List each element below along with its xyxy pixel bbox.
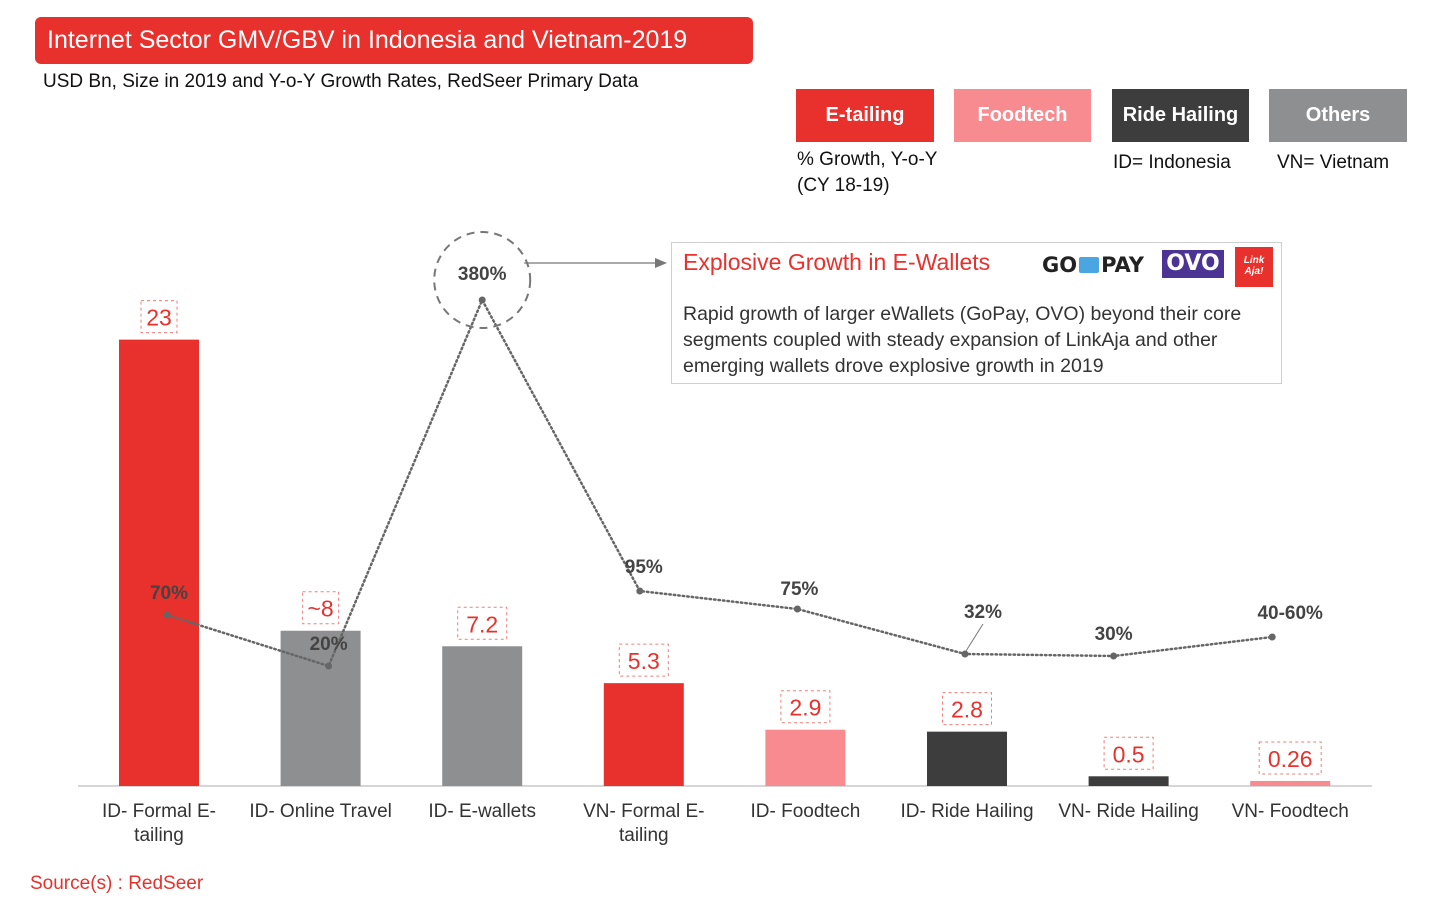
category-label-vn-formal-e-tailing-1: VN- Formal E- <box>583 801 704 822</box>
category-label-id-formal-e-tailing-1: ID- Formal E- <box>102 801 216 822</box>
legend-foodtech: Foodtech <box>954 89 1091 142</box>
value-label-id-formal-e-tailing: 23 <box>146 305 172 331</box>
growth-point-id-formal-e-tailing <box>163 611 171 619</box>
growth-note-line1: % Growth, Y-o-Y <box>797 149 938 170</box>
chart-subtitle: USD Bn, Size in 2019 and Y-o-Y Growth Ra… <box>43 71 639 92</box>
value-label-box-id-online-travel <box>302 591 340 625</box>
growth-label-id-formal-e-tailing: 70% <box>150 583 188 604</box>
value-label-id-online-travel: ~8 <box>307 596 333 622</box>
growth-label-vn-foodtech: 40-60% <box>1257 603 1323 624</box>
value-label-box-id-formal-e-tailing <box>140 300 178 334</box>
category-label-id-ride-hailing-1: ID- Ride Hailing <box>900 801 1033 822</box>
category-label-vn-foodtech-1: VN- Foodtech <box>1232 801 1349 822</box>
gopay-logo-left: GO <box>1042 253 1078 277</box>
legend-etailing: E-tailing <box>796 89 934 142</box>
chart-title: Internet Sector GMV/GBV in Indonesia and… <box>35 17 753 64</box>
legend-ride-hailing: Ride Hailing <box>1112 89 1249 142</box>
category-label-vn-ride-hailing-1: VN- Ride Hailing <box>1058 801 1198 822</box>
callout-arrow-head <box>655 258 667 268</box>
ewallet-callout: Explosive Growth in E-Wallets GO PAY OVO … <box>671 242 1282 384</box>
growth-label-id-foodtech: 75% <box>780 579 818 600</box>
growth-note-line2: (CY 18-19) <box>797 175 890 196</box>
gopay-logo-right: PAY <box>1101 253 1145 277</box>
growth-label-id-online-travel: 20% <box>310 634 348 655</box>
growth-label-vn-ride-hailing: 30% <box>1095 624 1133 645</box>
value-label-box-id-ride-hailing <box>942 692 992 726</box>
growth-point-id-e-wallets <box>478 296 486 304</box>
growth-leader-line <box>965 623 984 652</box>
highlight-circle <box>433 231 532 329</box>
bar-id-formal-e-tailing <box>119 339 199 786</box>
linkaja-logo: Link Aja! <box>1235 247 1273 287</box>
bar-vn-ride-hailing <box>1088 776 1169 786</box>
growth-point-id-online-travel <box>325 662 333 670</box>
value-label-box-vn-foodtech <box>1258 741 1322 775</box>
value-label-id-foodtech: 2.9 <box>789 695 821 721</box>
bar-id-online-travel <box>280 630 361 786</box>
linkaja-logo-line2: Aja! <box>1244 266 1264 277</box>
category-label-vn-formal-e-tailing-2: tailing <box>619 825 669 846</box>
source-note: Source(s) : RedSeer <box>30 873 204 894</box>
value-label-box-vn-ride-hailing <box>1103 736 1154 770</box>
callout-title: Explosive Growth in E-Wallets <box>683 249 991 275</box>
value-label-box-vn-formal-e-tailing <box>618 643 669 677</box>
growth-point-vn-formal-e-tailing <box>636 587 644 595</box>
value-label-vn-formal-e-tailing: 5.3 <box>628 648 660 674</box>
callout-body: Rapid growth of larger eWallets (GoPay, … <box>683 303 1242 377</box>
category-label-id-formal-e-tailing-2: tailing <box>134 825 184 846</box>
wallet-icon <box>1079 257 1100 273</box>
linkaja-logo-line1: Link <box>1243 255 1265 266</box>
bar-id-foodtech <box>765 729 846 786</box>
bar-vn-formal-e-tailing <box>603 683 684 786</box>
gopay-logo: GO PAY <box>1042 253 1144 277</box>
growth-point-vn-foodtech <box>1268 633 1276 641</box>
category-label-id-foodtech-1: ID- Foodtech <box>750 801 860 822</box>
growth-line <box>165 297 1274 668</box>
legend-others: Others <box>1269 89 1407 142</box>
growth-point-vn-ride-hailing <box>1110 652 1118 660</box>
ovo-logo: OVO <box>1162 250 1224 278</box>
category-label-id-online-travel-1: ID- Online Travel <box>249 801 392 822</box>
value-label-vn-ride-hailing: 0.5 <box>1113 741 1145 767</box>
growth-point-id-ride-hailing <box>961 650 969 658</box>
growth-label-vn-formal-e-tailing: 95% <box>625 557 663 578</box>
value-label-id-e-wallets: 7.2 <box>466 611 498 637</box>
value-label-box-id-e-wallets <box>457 606 508 640</box>
id-note: ID= Indonesia <box>1113 152 1231 173</box>
growth-label-id-ride-hailing: 32% <box>964 602 1002 623</box>
value-label-box-id-foodtech <box>780 690 831 724</box>
bar-id-e-wallets <box>442 646 523 786</box>
growth-label-id-e-wallets: 380% <box>458 264 507 285</box>
category-label-id-e-wallets-1: ID- E-wallets <box>428 801 536 822</box>
value-label-vn-foodtech: 0.26 <box>1268 746 1313 772</box>
bar-id-ride-hailing <box>927 731 1007 786</box>
vn-note: VN= Vietnam <box>1277 152 1390 173</box>
growth-point-id-foodtech <box>793 605 801 613</box>
bar-vn-foodtech <box>1250 780 1331 786</box>
value-label-id-ride-hailing: 2.8 <box>951 697 983 723</box>
